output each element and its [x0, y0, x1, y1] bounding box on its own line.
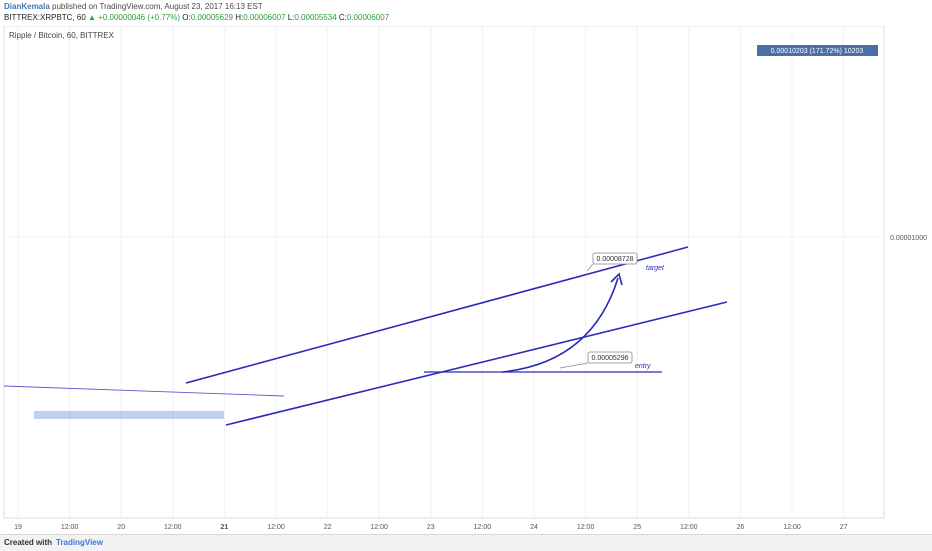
chart-title: Ripple / Bitcoin, 60, BITTREX: [9, 31, 115, 40]
projected-path-arrowhead: [610, 272, 623, 286]
author-link[interactable]: DianKemala: [4, 2, 50, 11]
change-text: ▲ +0.00000046 (+0.77%): [88, 13, 181, 22]
published-text: published on TradingView.com, August 23,…: [52, 2, 263, 11]
x-tick-label: 23: [427, 524, 435, 531]
x-tick-label: 12:00: [783, 524, 801, 531]
ohlc-c-label: C:: [338, 13, 347, 22]
y-tick-label: 0.00001000: [890, 235, 927, 242]
drawings[interactable]: 0.00008728 0.00005296 target entry 0.0001020…: [3, 26, 884, 426]
x-tick-label: 26: [737, 524, 745, 531]
chart-header: DianKemala published on TradingView.com,…: [0, 0, 932, 26]
projected-path: [501, 277, 619, 373]
x-tick-label: 12:00: [370, 524, 388, 531]
symbol-line: BITTREX:XRPBTC, 60 ▲ +0.00000046 (+0.77%…: [4, 13, 389, 22]
target-price-callout-label: 0.00008728: [597, 256, 634, 263]
tradingview-logo[interactable]: TradingView: [56, 538, 103, 547]
x-tick-label: 21: [221, 524, 229, 531]
ohlc-h: 0.00006007: [243, 13, 286, 22]
channel-lower-line: [225, 301, 728, 426]
ohlc-o-label: O:: [182, 13, 191, 22]
target-price-callout-box: [592, 252, 638, 265]
publish-line: DianKemala published on TradingView.com,…: [4, 2, 263, 11]
ohlc-c: 0.00006007: [346, 13, 390, 22]
x-tick-label: 22: [324, 524, 332, 531]
plot-frame: [3, 25, 885, 519]
ohlc-h-label: H:: [235, 13, 244, 22]
x-tick-label: 12:00: [164, 524, 182, 531]
x-tick-label: 19: [14, 524, 22, 531]
consolidation-box: [34, 411, 224, 419]
x-tick-label: 24: [530, 524, 538, 531]
x-tick-label: 27: [840, 524, 848, 531]
x-tick-label: 25: [633, 524, 641, 531]
range-label: 0.00010203 (171.72%) 10203: [771, 48, 864, 55]
range-label-box: [757, 45, 878, 56]
x-tick-label: 12:00: [61, 524, 79, 531]
entry-price-callout-pointer: [559, 362, 589, 369]
x-tick-label: 12:00: [680, 524, 698, 531]
entry-price-callout-box: [587, 351, 633, 364]
x-tick-label: 12:00: [267, 524, 285, 531]
chart-area[interactable]: Ripple / Bitcoin, 60, BITTREX 00.090.140…: [0, 25, 932, 536]
footer: Created with TradingView: [0, 534, 932, 551]
x-tick-label: 20: [117, 524, 125, 531]
resistance-line-left: [3, 385, 285, 397]
target-price-callout-pointer: [586, 263, 594, 272]
ohlc-l: 0.00005534: [294, 13, 337, 22]
ohlc-o: 0.00005629: [190, 13, 233, 22]
x-tick-label: 12:00: [474, 524, 492, 531]
ohlc-l-label: L:: [287, 13, 295, 22]
grid: [4, 26, 884, 518]
x-axis[interactable]: 19 12:00 20 12:00 21 12:00 22 12:00 23 12:00 24 12:…: [14, 524, 847, 531]
created-with-text: Created with: [4, 538, 53, 547]
entry-price-callout-label: 0.00005296: [592, 355, 629, 362]
x-tick-label: 12:00: [577, 524, 595, 531]
channel-upper-line: [185, 246, 689, 384]
y-axis[interactable]: 0.000010000.000020000.000030000.00004000…: [885, 26, 931, 242]
target-label: target: [646, 265, 665, 272]
price-chart[interactable]: Ripple / Bitcoin, 60, BITTREX 00.090.140…: [0, 25, 932, 536]
symbol-text: BITTREX:XRPBTC, 60: [4, 13, 86, 22]
entry-label: entry: [635, 363, 651, 370]
